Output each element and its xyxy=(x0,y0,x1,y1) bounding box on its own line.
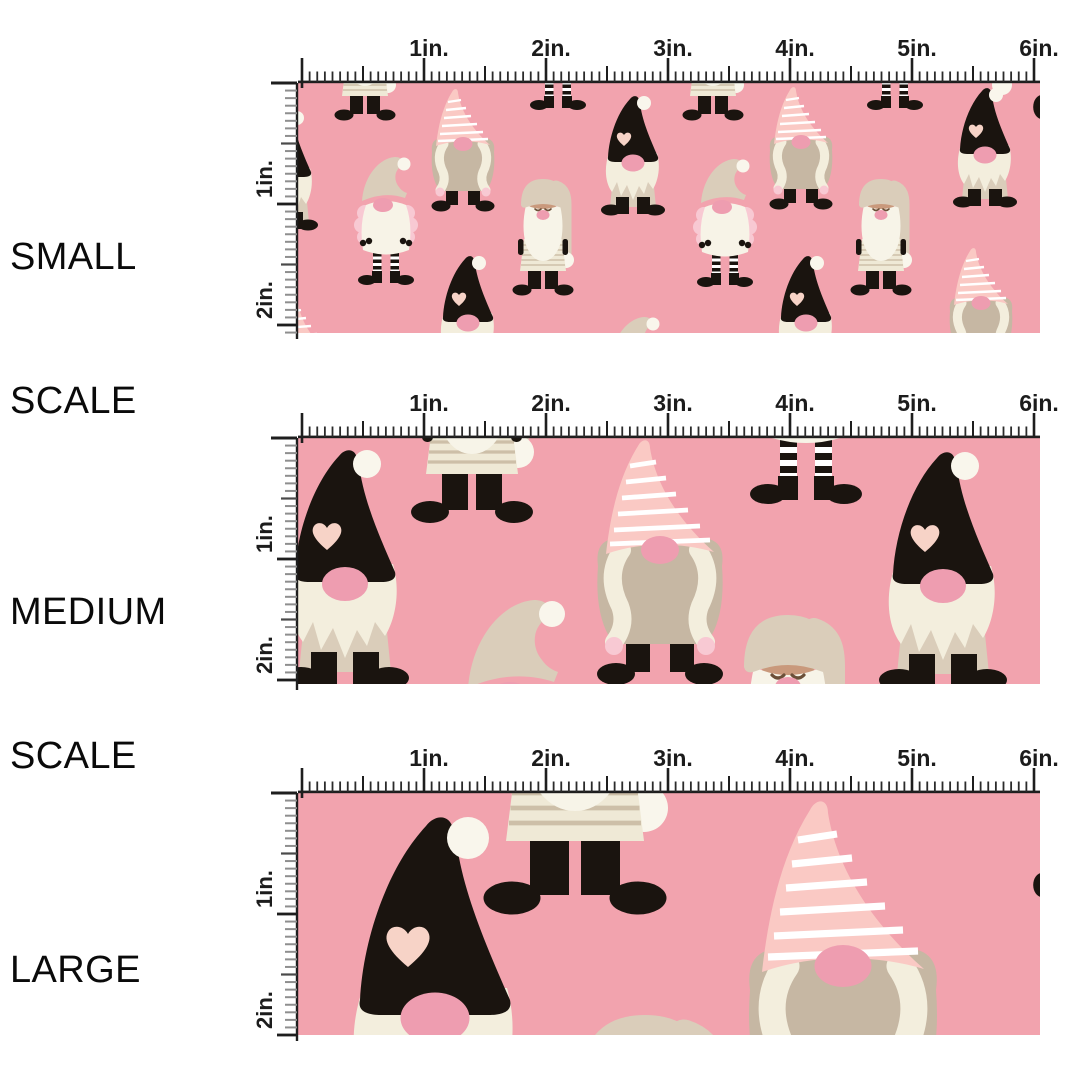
side-ruler: 1in. 2in. xyxy=(252,436,299,690)
side-ruler-label: 1in. xyxy=(252,515,277,553)
top-ruler-label: 5in. xyxy=(897,390,937,416)
scale-label-line: MEDIUM xyxy=(10,591,167,633)
top-ruler-label: 1in. xyxy=(409,390,449,416)
side-ruler-label: 2in. xyxy=(252,991,277,1029)
gnome-nub xyxy=(1033,95,1040,119)
top-ruler-label: 2in. xyxy=(531,35,571,61)
top-ruler-label: 6in. xyxy=(1019,35,1059,61)
scale-label-medium: MEDIUM SCALE xyxy=(10,492,167,876)
top-ruler-label: 6in. xyxy=(1019,745,1059,771)
top-ruler-label: 4in. xyxy=(775,35,815,61)
side-ruler-label: 1in. xyxy=(252,870,277,908)
top-ruler-label: 5in. xyxy=(897,745,937,771)
side-ruler: 1in. 2in. xyxy=(252,81,299,339)
gnome-nub xyxy=(1033,873,1040,897)
side-ruler-label: 1in. xyxy=(252,160,277,198)
top-ruler-label: 3in. xyxy=(653,390,693,416)
scale-label-line: SCALE xyxy=(10,735,137,777)
fabric-ruler-large: 1in. 2in. 3in. 4in. 5in. 6in. 1in. 2in. xyxy=(252,745,1059,1041)
fabric-swatch-medium xyxy=(298,438,1040,684)
scale-label-large: LARGE SCALE xyxy=(10,850,141,1080)
top-ruler-label: 2in. xyxy=(531,390,571,416)
top-ruler: 1in. 2in. 3in. 4in. 5in. 6in. xyxy=(298,35,1059,88)
side-ruler-label: 2in. xyxy=(252,636,277,674)
scale-label-line: LARGE xyxy=(10,949,141,991)
scale-label-line: SCALE xyxy=(10,380,137,422)
top-ruler-label: 3in. xyxy=(653,35,693,61)
side-ruler-label: 2in. xyxy=(252,281,277,319)
fabric-ruler-medium: 1in. 2in. 3in. 4in. 5in. 6in. 1in. 2in. xyxy=(252,390,1059,690)
top-ruler-label: 4in. xyxy=(775,390,815,416)
top-ruler-label: 3in. xyxy=(653,745,693,771)
top-ruler-label: 5in. xyxy=(897,35,937,61)
top-ruler: 1in. 2in. 3in. 4in. 5in. 6in. xyxy=(298,745,1059,798)
top-ruler-label: 1in. xyxy=(409,35,449,61)
top-ruler: 1in. 2in. 3in. 4in. 5in. 6in. xyxy=(298,390,1059,443)
scale-label-line: SMALL xyxy=(10,236,137,278)
top-ruler-label: 6in. xyxy=(1019,390,1059,416)
scale-label-small: SMALL SCALE xyxy=(10,137,137,521)
fabric-swatch-large xyxy=(298,793,1040,1035)
top-ruler-label: 4in. xyxy=(775,745,815,771)
top-ruler-label: 2in. xyxy=(531,745,571,771)
top-ruler-label: 1in. xyxy=(409,745,449,771)
side-ruler: 1in. 2in. xyxy=(252,791,299,1041)
fabric-swatch-small xyxy=(298,83,1040,333)
fabric-ruler-small: 1in. 2in. 3in. 4in. 5in. 6in. 1in. 2in. xyxy=(252,35,1059,339)
